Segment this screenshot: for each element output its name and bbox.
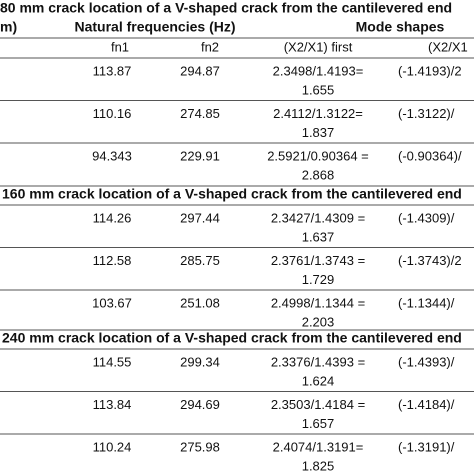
fn1: 103.67 — [92, 295, 132, 310]
fn1: 94.343 — [92, 148, 132, 163]
second-header: (X2/X1 — [428, 39, 468, 54]
fn2: 299.34 — [180, 354, 220, 369]
ratio-result: 1.657 — [302, 416, 335, 431]
ratio: 2.3503/1.4184 = — [271, 397, 365, 412]
mode: (-1.3122)/ — [398, 106, 455, 121]
fn2: 297.44 — [180, 210, 220, 225]
ratio: 2.5921/0.90364 = — [267, 148, 369, 163]
fn1: 112.58 — [93, 253, 132, 268]
ratio: 2.3761/1.3743 = — [271, 253, 365, 268]
fn2-header: fn2 — [201, 39, 219, 54]
section-title: 160 mm crack location of a V-shaped crac… — [2, 186, 462, 202]
mode: (-1.4193)/2 — [398, 63, 462, 78]
fn2: 294.69 — [180, 397, 220, 412]
ratio: 2.4998/1.1344 = — [271, 295, 365, 310]
fn1: 110.16 — [93, 106, 132, 121]
ratio: 2.3498/1.4193= — [273, 63, 364, 78]
fn1: 113.84 — [93, 397, 132, 412]
section-title: 80 mm crack location of a V-shaped crack… — [0, 0, 452, 16]
fn1: 113.87 — [93, 63, 132, 78]
first-header: (X2/X1) first — [284, 39, 353, 54]
ratio-result: 1.825 — [302, 458, 335, 473]
fn2: 251.08 — [180, 295, 220, 310]
ratio-result: 2.868 — [302, 167, 335, 182]
ratio: 2.4074/1.3191= — [273, 439, 364, 454]
mode: (-1.4309)/ — [398, 210, 455, 225]
mode: (-1.3191)/ — [398, 439, 455, 454]
ratio-result: 2.203 — [302, 314, 335, 329]
mode: (-0.90364)/ — [398, 148, 462, 163]
fn1: 114.26 — [93, 210, 132, 225]
ratio: 2.3376/1.4393 = — [271, 354, 365, 369]
fn2: 274.85 — [180, 106, 220, 121]
natural-header: Natural frequencies (Hz) — [74, 19, 235, 35]
ratio: 2.4112/1.3122= — [273, 106, 363, 121]
fn1: 114.55 — [93, 354, 132, 369]
mode: (-1.1344)/ — [398, 295, 455, 310]
fn2: 229.91 — [180, 148, 220, 163]
fn2: 294.87 — [180, 63, 220, 78]
section-title: 240 mm crack location of a V-shaped crac… — [2, 330, 462, 346]
fn1: 110.24 — [93, 439, 132, 454]
ratio-result: 1.624 — [302, 373, 335, 388]
fn2: 285.75 — [180, 253, 220, 268]
fn1-header: fn1 — [111, 39, 129, 54]
ratio-result: 1.637 — [302, 229, 335, 244]
mode-header: Mode shapes — [356, 19, 445, 35]
fn2: 275.98 — [180, 439, 220, 454]
mode: (-1.4393)/ — [398, 354, 455, 369]
mode: (-1.4184)/ — [398, 397, 455, 412]
ratio-result: 1.837 — [302, 125, 335, 140]
ratio-result: 1.655 — [302, 82, 335, 97]
unit-header: m) — [0, 19, 17, 35]
mode: (-1.3743)/2 — [398, 253, 462, 268]
ratio: 2.3427/1.4309 = — [271, 210, 365, 225]
ratio-result: 1.729 — [302, 272, 335, 287]
